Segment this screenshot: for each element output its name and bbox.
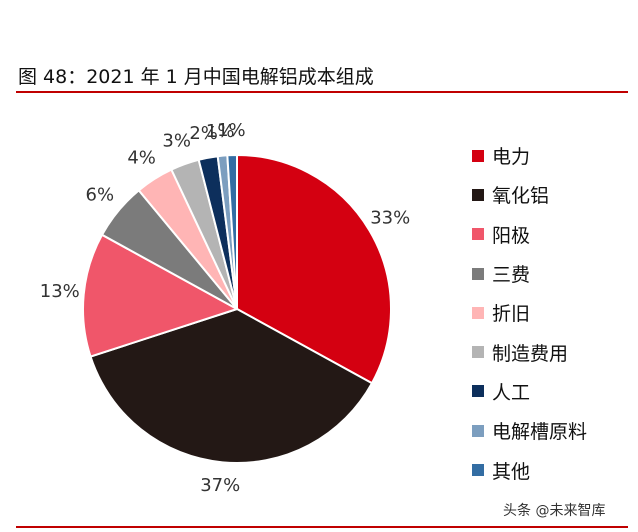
legend-item: 其他 — [472, 450, 587, 489]
pie-slice — [226, 153, 238, 310]
bottom-rule — [16, 526, 628, 528]
legend-swatch — [472, 188, 484, 201]
pie-slice — [82, 233, 240, 358]
pie-slice — [236, 153, 392, 385]
data-label: 1% — [206, 121, 235, 142]
legend-item: 三费 — [472, 254, 587, 293]
legend-label: 电力 — [492, 146, 531, 169]
legend-label: 折旧 — [492, 303, 531, 326]
top-rule — [16, 91, 628, 93]
data-label: 2% — [189, 123, 218, 144]
watermark: 头条 @未来智库 — [503, 503, 606, 519]
chart-title: 图 48：2021 年 1 月中国电解铝成本组成 — [18, 66, 374, 88]
data-label: 1% — [217, 120, 246, 141]
legend-item: 折旧 — [472, 293, 587, 332]
legend-label: 其他 — [492, 460, 531, 483]
data-label: 37% — [200, 475, 240, 496]
legend-label: 电解槽原料 — [492, 421, 588, 444]
legend-swatch — [472, 228, 484, 241]
legend-swatch — [472, 424, 484, 437]
legend-label: 三费 — [492, 264, 531, 287]
legend-item: 电力 — [472, 136, 587, 175]
legend-item: 阳极 — [472, 215, 587, 254]
legend-label: 人工 — [492, 381, 531, 404]
legend-swatch — [472, 267, 484, 280]
legend-swatch — [472, 346, 484, 359]
legend-item: 氧化铝 — [472, 175, 587, 214]
data-label: 3% — [162, 131, 191, 152]
legend-item: 制造费用 — [472, 332, 587, 371]
legend: 电力氧化铝阳极三费折旧制造费用人工电解槽原料其他 — [472, 136, 587, 490]
legend-item: 人工 — [472, 372, 587, 411]
data-label: 33% — [370, 207, 410, 228]
data-label: 6% — [86, 185, 115, 206]
legend-label: 制造费用 — [492, 342, 569, 365]
pie-slice — [89, 307, 374, 464]
data-label: 13% — [40, 281, 80, 302]
legend-swatch — [472, 464, 484, 477]
legend-swatch — [472, 385, 484, 398]
legend-label: 氧化铝 — [492, 185, 550, 208]
data-label: 4% — [127, 148, 156, 169]
legend-swatch — [472, 149, 484, 162]
legend-item: 电解槽原料 — [472, 411, 587, 450]
legend-label: 阳极 — [492, 224, 531, 247]
legend-swatch — [472, 306, 484, 319]
